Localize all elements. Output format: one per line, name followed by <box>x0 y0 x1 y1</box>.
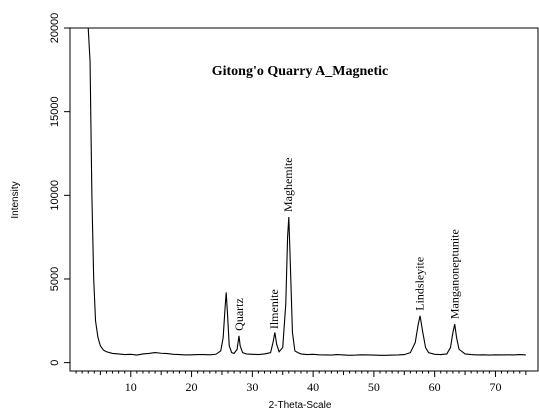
y-tick-label: 10000 <box>49 180 61 211</box>
y-tick-label: 15000 <box>49 96 61 127</box>
peak-label: Maghemite <box>281 157 295 212</box>
peak-label: Ilmenite <box>267 289 281 329</box>
x-tick-label: 10 <box>125 380 137 394</box>
y-tick-label: 20000 <box>49 13 61 44</box>
peak-label: Manganoneptunite <box>448 229 462 319</box>
y-axis-label: Intensity <box>10 181 21 218</box>
peak-label: Quartz <box>232 298 246 331</box>
x-tick-label: 50 <box>368 380 380 394</box>
x-tick-label: 60 <box>429 380 441 394</box>
chart-title: Gitong'o Quarry A_Magnetic <box>212 64 389 79</box>
y-tick-label: 0 <box>49 360 61 366</box>
x-tick-label: 20 <box>186 380 198 394</box>
peak-annotations: Quartz Ilmenite Maghemite Lindsleyite Mangan… <box>232 157 462 330</box>
y-axis: 0 5000 10000 15000 20000 <box>49 13 70 366</box>
x-axis: 10 20 30 40 50 60 70 <box>75 371 527 394</box>
peak-label: Lindsleyite <box>412 257 426 311</box>
plot-frame <box>69 27 539 372</box>
x-tick-label: 70 <box>489 380 501 394</box>
x-axis-label: 2-Theta-Scale <box>269 400 332 409</box>
x-tick-label: 40 <box>307 380 319 394</box>
y-tick-label: 5000 <box>49 267 61 291</box>
x-tick-label: 30 <box>246 380 258 394</box>
series-line <box>87 27 526 356</box>
